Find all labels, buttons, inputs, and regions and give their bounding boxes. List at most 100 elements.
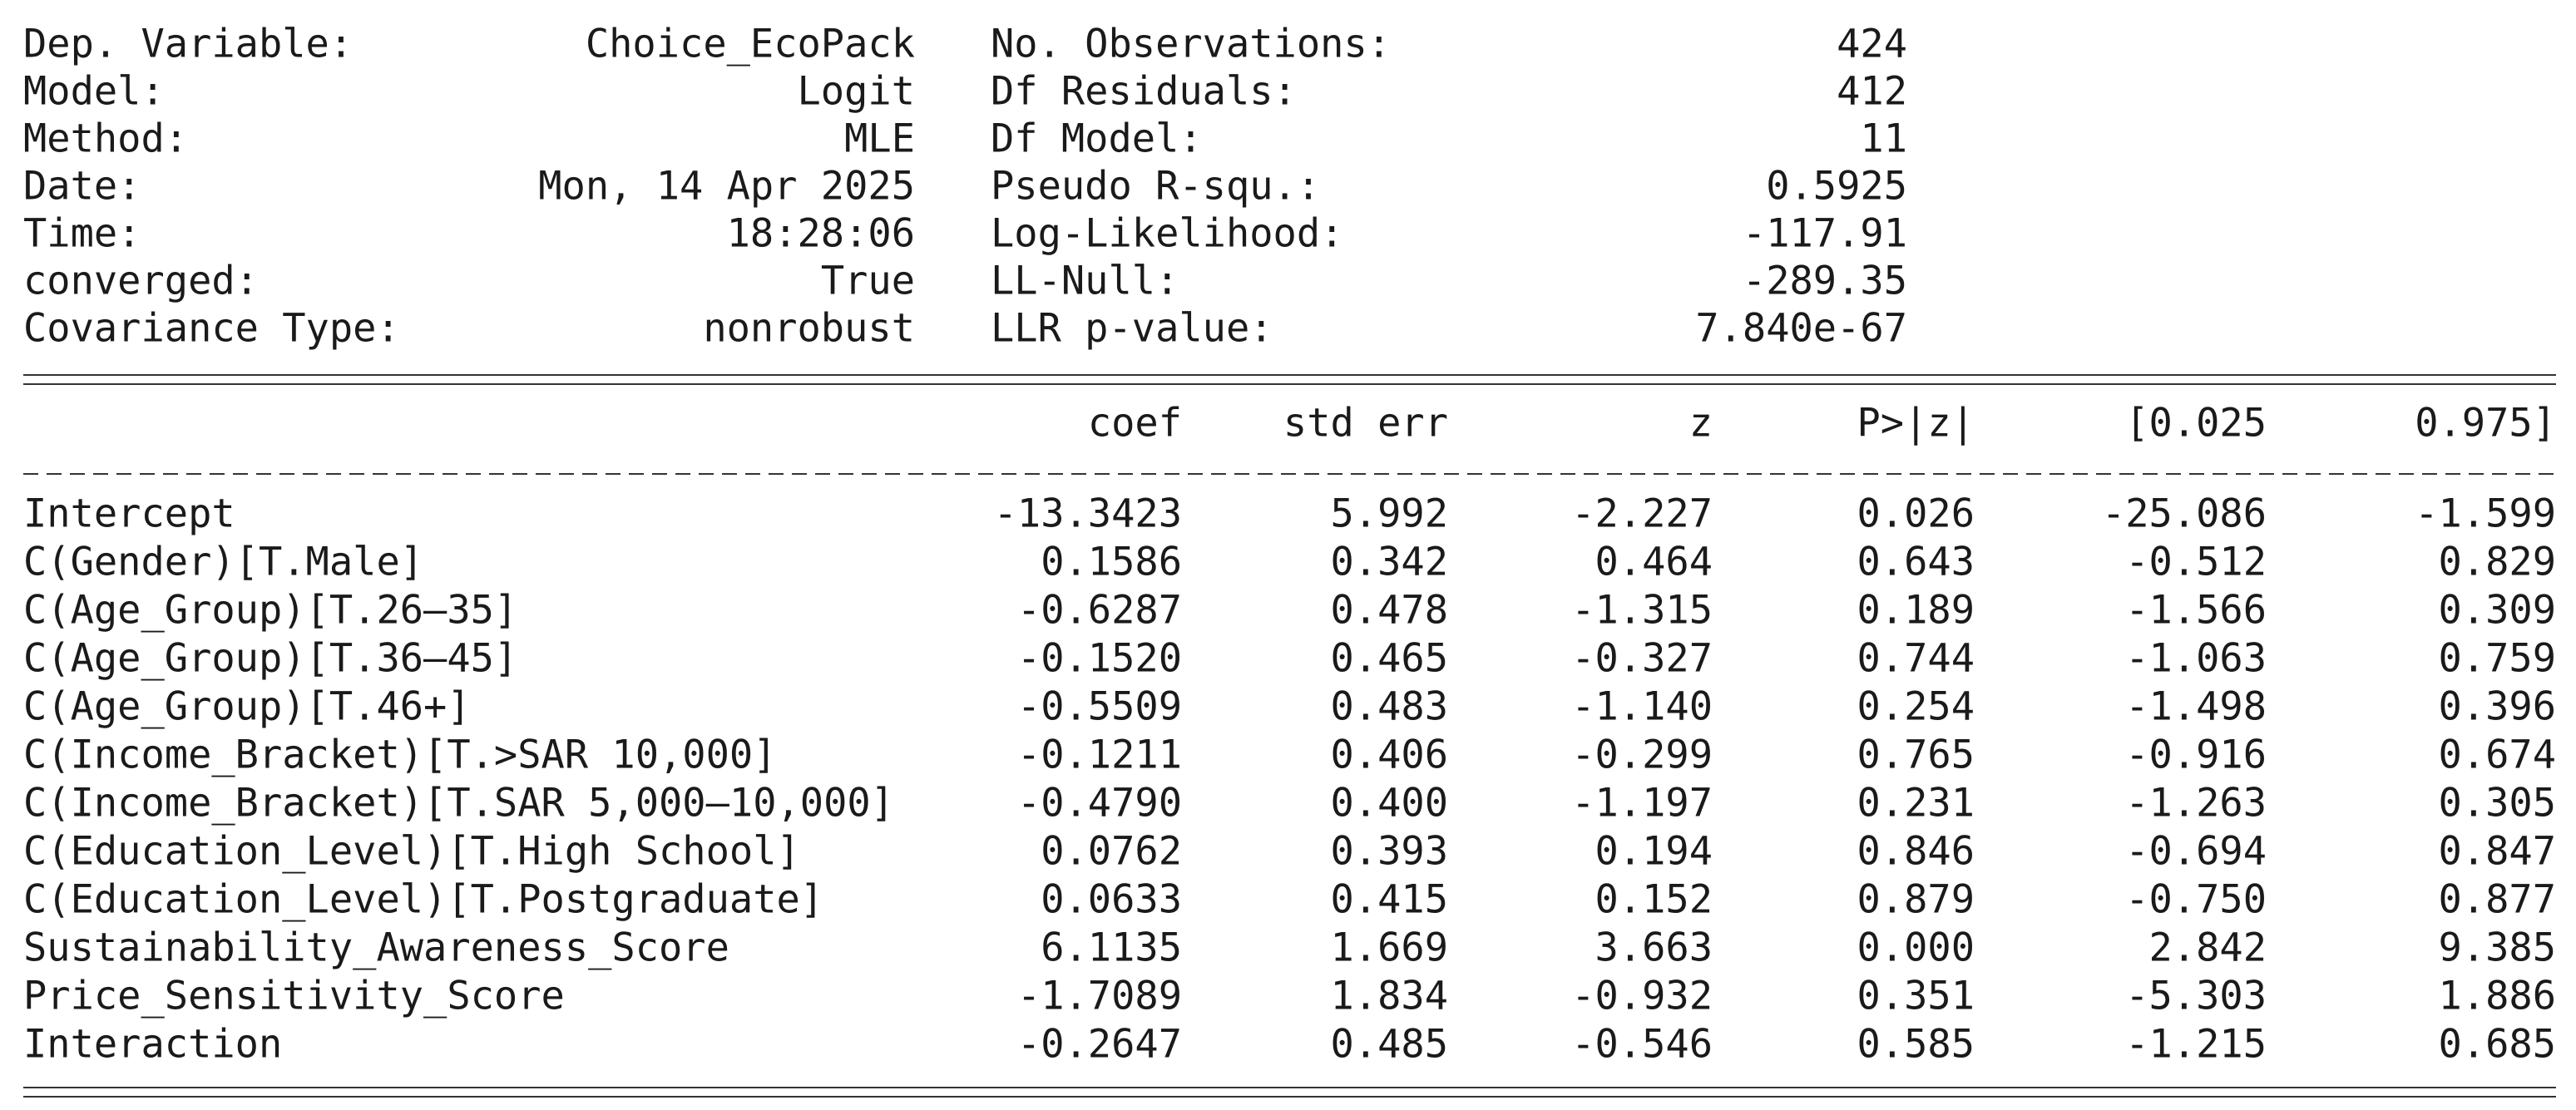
row-label: C(Income_Bracket)[T.>SAR 10,000] — [23, 733, 776, 778]
cell: 0.465 — [1331, 636, 1448, 682]
cell: -1.498 — [2125, 684, 2267, 730]
info-label: Df Residuals: — [991, 69, 1297, 115]
cell: -0.299 — [1571, 733, 1713, 778]
cell: -13.3423 — [994, 491, 1182, 537]
cell: -2.227 — [1571, 491, 1713, 537]
cell: -0.1211 — [1017, 733, 1182, 778]
info-label: No. Observations: — [991, 22, 1391, 67]
cell: -1.315 — [1571, 588, 1713, 634]
cell: 0.194 — [1595, 829, 1713, 875]
cell: 0.483 — [1331, 684, 1448, 730]
row-label: C(Gender)[T.Male] — [23, 540, 423, 585]
cell: 0.0633 — [1041, 877, 1182, 923]
cell: 0.305 — [2439, 781, 2556, 826]
row-label: Intercept — [23, 491, 235, 537]
cell: 0.744 — [1857, 636, 1975, 682]
cell: 2.842 — [2149, 925, 2267, 971]
column-header: 0.975] — [2415, 401, 2556, 446]
cell: -0.6287 — [1017, 588, 1182, 634]
column-header: coef — [1088, 401, 1182, 446]
row-label: C(Age_Group)[T.26–35] — [23, 588, 517, 634]
info-value: nonrobust — [703, 306, 915, 352]
info-value: 11 — [1860, 116, 1907, 162]
info-label: LLR p-value: — [991, 306, 1273, 352]
info-label: converged: — [23, 259, 259, 304]
column-header: P>|z| — [1857, 401, 1975, 446]
cell: 0.847 — [2439, 829, 2556, 875]
cell: -1.7089 — [1017, 974, 1182, 1019]
info-value: MLE — [844, 116, 915, 162]
row-label: C(Age_Group)[T.46+] — [23, 684, 471, 730]
cell: -1.197 — [1571, 781, 1713, 826]
info-label: Date: — [23, 164, 141, 210]
cell: 0.643 — [1857, 540, 1975, 585]
cell: -0.1520 — [1017, 636, 1182, 682]
cell: -0.932 — [1571, 974, 1713, 1019]
cell: 0.152 — [1595, 877, 1713, 923]
cell: 1.834 — [1331, 974, 1448, 1019]
cell: -0.2647 — [1017, 1022, 1182, 1068]
cell: 0.309 — [2439, 588, 2556, 634]
cell: -1.063 — [2125, 636, 2267, 682]
cell: 0.478 — [1331, 588, 1448, 634]
cell: 0.829 — [2439, 540, 2556, 585]
info-label: LL-Null: — [991, 259, 1179, 304]
row-label: Interaction — [23, 1022, 282, 1068]
info-value: -289.35 — [1743, 259, 1907, 304]
info-label: Time: — [23, 211, 141, 257]
info-value: 412 — [1837, 69, 1907, 115]
cell: 5.992 — [1331, 491, 1448, 537]
row-label: C(Education_Level)[T.High School] — [23, 829, 800, 875]
cell: 0.400 — [1331, 781, 1448, 826]
info-label: Pseudo R-squ.: — [991, 164, 1320, 210]
cell: -0.512 — [2125, 540, 2267, 585]
cell: 0.231 — [1857, 781, 1975, 826]
cell: 0.485 — [1331, 1022, 1448, 1068]
cell: -0.750 — [2125, 877, 2267, 923]
row-label: C(Age_Group)[T.36–45] — [23, 636, 517, 682]
info-value: Choice_EcoPack — [586, 22, 915, 67]
cell: 0.1586 — [1041, 540, 1182, 585]
cell: -1.566 — [2125, 588, 2267, 634]
row-label: Sustainability_Awareness_Score — [23, 925, 729, 971]
column-header: [0.025 — [2125, 401, 2267, 446]
info-label: Method: — [23, 116, 188, 162]
cell: 0.674 — [2439, 733, 2556, 778]
info-value: True — [821, 259, 915, 304]
cell: 0.464 — [1595, 540, 1713, 585]
cell: -0.916 — [2125, 733, 2267, 778]
info-label: Log-Likelihood: — [991, 211, 1343, 257]
info-value: 424 — [1837, 22, 1907, 67]
cell: 0.026 — [1857, 491, 1975, 537]
row-label: C(Education_Level)[T.Postgraduate] — [23, 877, 823, 923]
cell: -0.4790 — [1017, 781, 1182, 826]
cell: -0.694 — [2125, 829, 2267, 875]
cell: 0.765 — [1857, 733, 1975, 778]
cell: 0.0762 — [1041, 829, 1182, 875]
cell: -0.546 — [1571, 1022, 1713, 1068]
cell: 0.879 — [1857, 877, 1975, 923]
info-value: 7.840e-67 — [1695, 306, 1907, 352]
info-value: 0.5925 — [1766, 164, 1907, 210]
cell: 0.393 — [1331, 829, 1448, 875]
cell: 6.1135 — [1041, 925, 1182, 971]
info-value: Logit — [798, 69, 915, 115]
cell: 0.396 — [2439, 684, 2556, 730]
column-header: z — [1689, 401, 1713, 446]
cell: 0.189 — [1857, 588, 1975, 634]
cell: 0.351 — [1857, 974, 1975, 1019]
row-label: Price_Sensitivity_Score — [23, 974, 565, 1019]
info-value: Mon, 14 Apr 2025 — [538, 164, 915, 210]
cell: 0.342 — [1331, 540, 1448, 585]
info-label: Dep. Variable: — [23, 22, 353, 67]
cell: 0.415 — [1331, 877, 1448, 923]
row-label: C(Income_Bracket)[T.SAR 5,000–10,000] — [23, 781, 894, 826]
cell: 0.877 — [2439, 877, 2556, 923]
cell: -1.599 — [2415, 491, 2556, 537]
info-label: Covariance Type: — [23, 306, 400, 352]
cell: 0.254 — [1857, 684, 1975, 730]
cell: -1.215 — [2125, 1022, 2267, 1068]
cell: 0.759 — [2439, 636, 2556, 682]
cell: 0.846 — [1857, 829, 1975, 875]
